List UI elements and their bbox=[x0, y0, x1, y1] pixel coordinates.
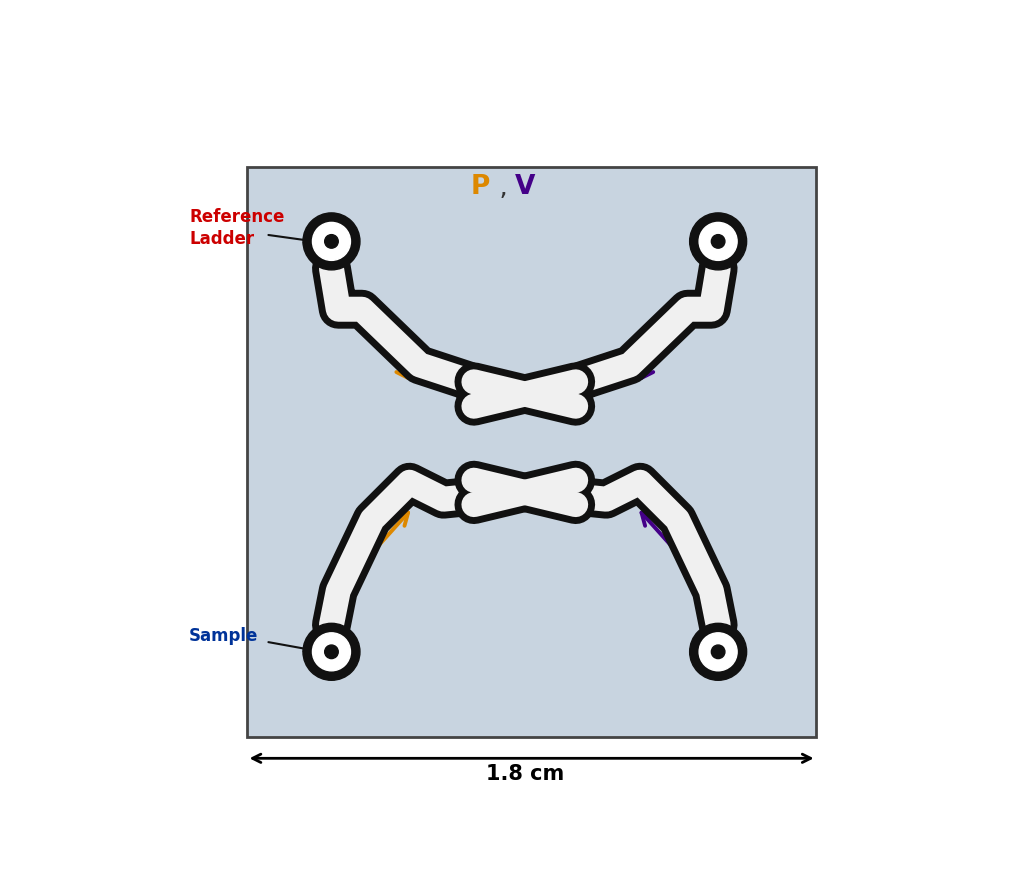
Circle shape bbox=[689, 213, 746, 270]
FancyBboxPatch shape bbox=[247, 167, 816, 737]
Circle shape bbox=[312, 633, 350, 670]
Circle shape bbox=[712, 234, 725, 248]
Text: P: P bbox=[471, 174, 490, 200]
Circle shape bbox=[325, 234, 338, 248]
Text: 1.8 cm: 1.8 cm bbox=[485, 764, 564, 784]
Circle shape bbox=[699, 222, 737, 261]
Circle shape bbox=[303, 624, 360, 680]
Circle shape bbox=[712, 645, 725, 659]
Text: ,: , bbox=[490, 175, 508, 202]
Circle shape bbox=[312, 222, 350, 261]
Circle shape bbox=[699, 633, 737, 670]
Circle shape bbox=[325, 645, 338, 659]
Text: Sample: Sample bbox=[189, 627, 258, 645]
Circle shape bbox=[689, 624, 746, 680]
Circle shape bbox=[303, 213, 360, 270]
Text: Reference
Ladder: Reference Ladder bbox=[189, 208, 285, 248]
Text: V: V bbox=[515, 174, 535, 200]
